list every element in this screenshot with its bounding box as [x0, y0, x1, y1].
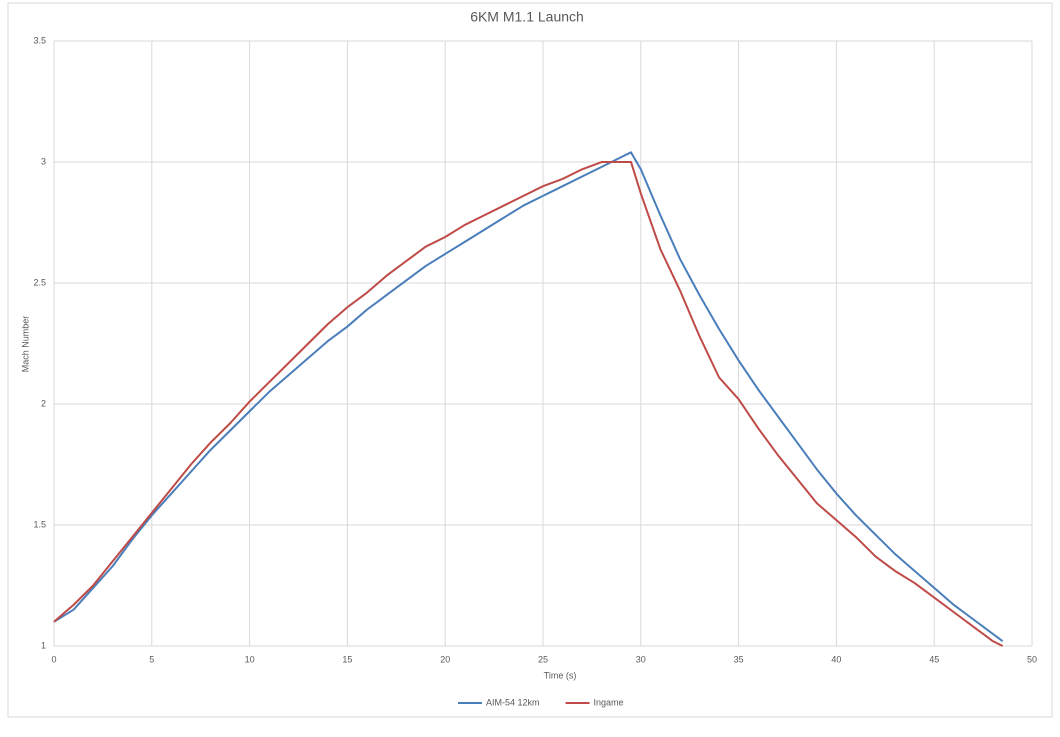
series-line: [53, 161, 1004, 647]
x-tick-label: 15: [342, 654, 352, 664]
x-tick-label: 5: [149, 654, 154, 664]
chart-border: [7, 2, 1053, 718]
legend-label: AIM-54 12km: [486, 697, 540, 707]
y-tick-label: 2: [41, 398, 46, 408]
x-tick-label: 25: [538, 654, 548, 664]
y-tick-label: 1.5: [33, 519, 46, 529]
y-axis-label: Mach Number: [20, 316, 30, 373]
legend-label: Ingame: [594, 697, 624, 707]
x-tick-label: 50: [1027, 654, 1037, 664]
x-tick-label: 20: [440, 654, 450, 664]
y-tick-label: 1: [41, 640, 46, 650]
x-tick-label: 10: [245, 654, 255, 664]
x-tick-label: 45: [929, 654, 939, 664]
y-tick-label: 3.5: [33, 35, 46, 45]
y-tick-label: 2.5: [33, 277, 46, 287]
series-line: [53, 151, 1004, 642]
y-tick-label: 3: [41, 156, 46, 166]
x-axis-label: Time (s): [544, 670, 577, 680]
x-tick-label: 0: [51, 654, 56, 664]
x-tick-label: 30: [636, 654, 646, 664]
chart-title: 6KM M1.1 Launch: [470, 9, 584, 25]
x-tick-label: 35: [734, 654, 744, 664]
x-tick-label: 40: [831, 654, 841, 664]
